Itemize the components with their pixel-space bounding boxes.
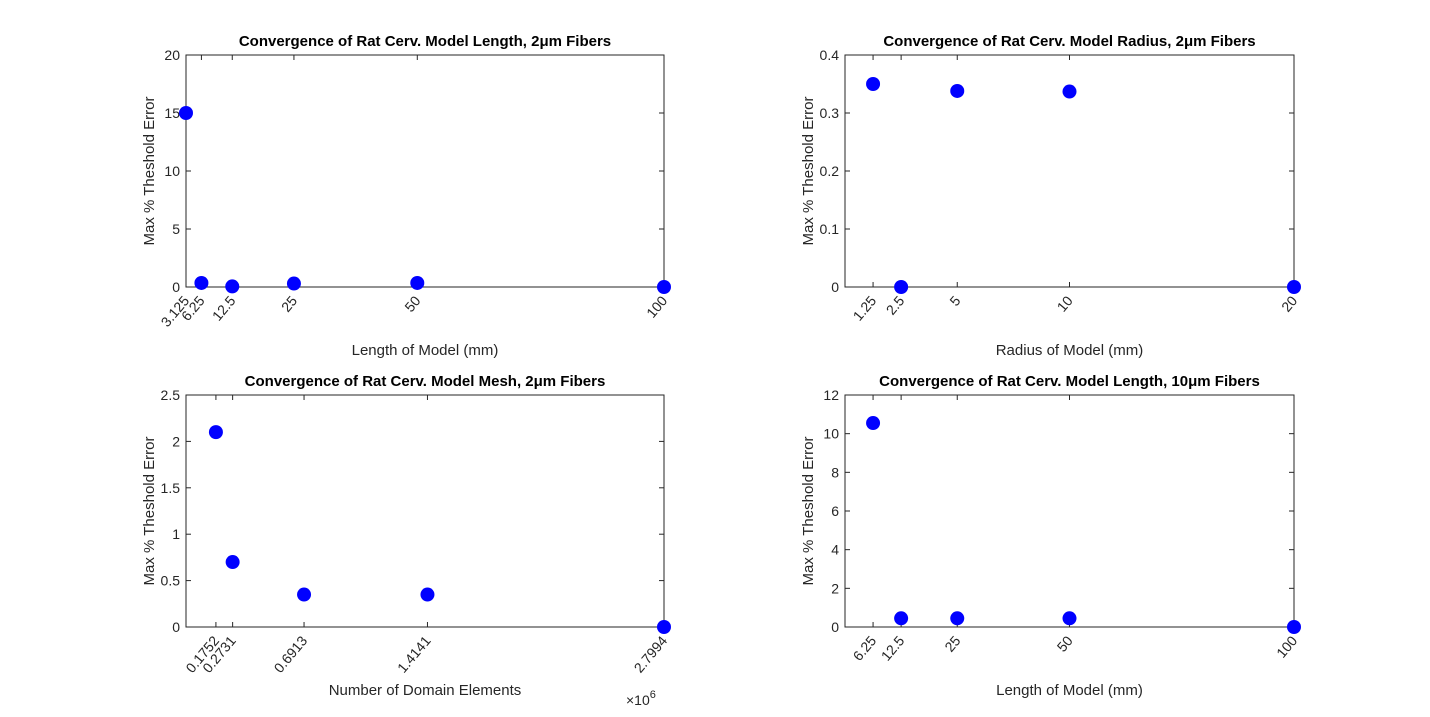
data-point xyxy=(894,611,909,626)
x-tick-label: 10 xyxy=(1054,292,1076,314)
x-tick-label: 100 xyxy=(643,292,670,320)
x-tick-label: 50 xyxy=(1054,632,1076,654)
y-axis-label: Max % Theshold Error xyxy=(800,437,817,586)
y-tick-label: 2 xyxy=(172,433,180,449)
x-tick-label: 2.5 xyxy=(883,292,908,317)
y-axis-label: Max % Theshold Error xyxy=(141,437,158,586)
data-point xyxy=(194,275,209,290)
y-tick-label: 0.3 xyxy=(820,105,840,121)
y-tick-label: 1.5 xyxy=(161,480,181,496)
chart-title: Convergence of Rat Cerv. Model Mesh, 2μm… xyxy=(245,373,606,390)
x-tick-label: 20 xyxy=(1278,292,1300,314)
x-tick-label: 6.25 xyxy=(850,632,880,663)
y-axis-label: Max % Theshold Error xyxy=(800,97,817,246)
data-point xyxy=(950,83,965,98)
y-tick-label: 0 xyxy=(831,619,839,635)
data-point xyxy=(420,587,435,602)
data-point xyxy=(286,276,301,291)
x-axis-label: Number of Domain Elements xyxy=(329,682,522,699)
x-axis-label: Radius of Model (mm) xyxy=(996,342,1144,359)
x-tick-label: 100 xyxy=(1273,632,1300,660)
data-point xyxy=(410,275,425,290)
y-tick-label: 0.1 xyxy=(820,221,840,237)
y-tick-label: 6 xyxy=(831,503,839,519)
data-point xyxy=(297,587,312,602)
chart-title: Convergence of Rat Cerv. Model Length, 2… xyxy=(239,33,611,50)
data-point xyxy=(179,106,193,120)
data-point xyxy=(1062,84,1077,99)
y-tick-label: 10 xyxy=(164,163,180,179)
data-point xyxy=(894,280,909,294)
y-tick-label: 0 xyxy=(172,279,180,295)
chart-title: Convergence of Rat Cerv. Model Radius, 2… xyxy=(883,33,1255,50)
x-tick-label: 12.5 xyxy=(878,632,908,663)
data-point xyxy=(1287,280,1301,294)
x-tick-label: 5 xyxy=(946,292,963,308)
y-tick-label: 10 xyxy=(823,426,839,442)
x-tick-label: 12.5 xyxy=(209,292,239,323)
data-point xyxy=(225,279,240,294)
data-point xyxy=(950,611,965,626)
x-tick-label: 2.7994 xyxy=(631,632,671,675)
plot-area-frame xyxy=(844,394,1295,628)
y-tick-label: 12 xyxy=(823,387,839,403)
plot-area-frame xyxy=(185,54,665,288)
x-tick-label: 25 xyxy=(278,292,300,314)
subplot-2: 0 0.1 0.2 0.3 0.4 1.25 2.5 5 10 20 Convergence of … xyxy=(800,33,1301,359)
data-point xyxy=(225,555,240,570)
x-axis-multiplier-exponent: 6 xyxy=(650,689,656,701)
chart-title: Convergence of Rat Cerv. Model Length, 1… xyxy=(879,373,1260,390)
data-point xyxy=(866,77,881,91)
data-point xyxy=(208,425,223,440)
x-tick-label: 0.6913 xyxy=(271,632,311,675)
plot-area-frame xyxy=(185,394,665,628)
data-point xyxy=(1287,620,1301,634)
data-point xyxy=(866,416,881,431)
y-tick-label: 8 xyxy=(831,464,839,480)
x-axis-multiplier: ×106 xyxy=(626,689,656,708)
y-tick-label: 0 xyxy=(172,619,180,635)
y-tick-label: 5 xyxy=(172,221,180,237)
y-axis-label: Max % Theshold Error xyxy=(141,97,158,246)
data-point xyxy=(1062,611,1077,626)
y-tick-label: 2.5 xyxy=(161,387,181,403)
x-tick-label: 1.4141 xyxy=(394,632,434,675)
x-tick-label: 50 xyxy=(401,292,423,314)
x-axis-label: Length of Model (mm) xyxy=(996,682,1143,699)
y-tick-label: 0 xyxy=(831,279,839,295)
y-tick-label: 0.2 xyxy=(820,163,840,179)
y-tick-label: 0.4 xyxy=(820,47,840,63)
data-point xyxy=(657,620,671,634)
x-tick-label: 1.25 xyxy=(850,292,880,323)
y-tick-label: 4 xyxy=(831,542,839,558)
y-tick-label: 1 xyxy=(172,526,180,542)
y-tick-label: 20 xyxy=(164,47,180,63)
x-axis-label: Length of Model (mm) xyxy=(352,342,499,359)
y-tick-label: 0.5 xyxy=(161,573,181,589)
y-tick-label: 15 xyxy=(164,105,180,121)
data-point xyxy=(657,280,671,294)
y-tick-label: 2 xyxy=(831,580,839,596)
x-tick-label: 25 xyxy=(941,632,963,654)
